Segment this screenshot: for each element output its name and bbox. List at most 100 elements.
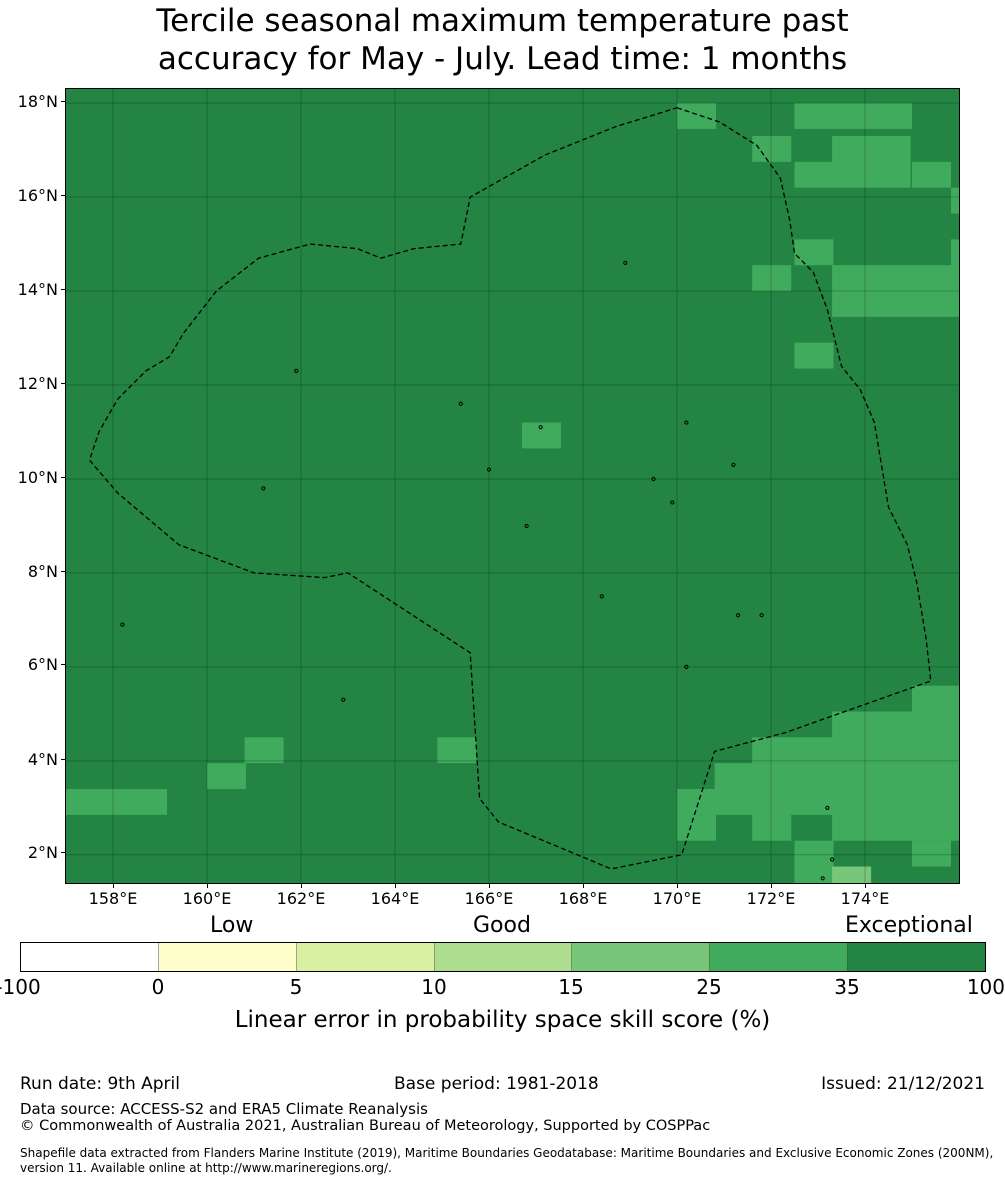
island-outline [341, 697, 346, 702]
colorbar-segment [848, 943, 986, 971]
skill-cell [437, 737, 477, 764]
skill-cell [912, 685, 959, 712]
lat-tick-label: 4°N [27, 750, 58, 769]
lon-tick [583, 883, 584, 888]
lat-tick-label: 16°N [17, 186, 58, 205]
skill-cells-layer [66, 103, 959, 883]
shapefile-credit-line-2: version 11. Available online at http://w… [20, 1161, 392, 1175]
island-outline [830, 857, 835, 862]
skill-map[interactable] [66, 89, 959, 883]
lon-tick [489, 883, 490, 888]
run-date: Run date: 9th April [20, 1074, 180, 1094]
base-period: Base period: 1981-2018 [394, 1074, 599, 1094]
island-outline [294, 368, 299, 373]
skill-cell [794, 866, 834, 883]
lat-tick [61, 759, 66, 760]
island-outline [486, 467, 492, 472]
skill-cell [244, 737, 284, 764]
skill-cell [677, 814, 717, 841]
data-source: Data source: ACCESS-S2 and ERA5 Climate … [20, 1100, 428, 1118]
lon-tick-label: 168°E [558, 889, 608, 908]
island-outline [538, 425, 543, 430]
skill-cell [752, 737, 959, 764]
island-outline [684, 420, 689, 425]
lat-tick [61, 664, 66, 665]
islands-layer [120, 260, 835, 881]
colorbar [20, 942, 986, 972]
island-outline [759, 613, 764, 618]
category-exceptional: Exceptional [845, 913, 973, 938]
skill-cell [951, 187, 959, 214]
skill-cell [752, 265, 792, 292]
island-outline [820, 876, 825, 881]
lon-tick [301, 883, 302, 888]
chart-title: Tercile seasonal maximum temperature pas… [0, 2, 1005, 78]
lon-tick [677, 883, 678, 888]
lon-tick-label: 164°E [370, 889, 420, 908]
skill-cell [794, 840, 834, 867]
colorbar-tick-label: 25 [696, 975, 722, 999]
skill-cell [794, 161, 834, 188]
skill-cell [794, 239, 834, 266]
lon-tick [113, 883, 114, 888]
island-outline [825, 805, 830, 810]
lat-tick [61, 195, 66, 196]
lon-tick-label: 158°E [88, 889, 138, 908]
lon-tick-label: 174°E [840, 889, 890, 908]
skill-cell [714, 763, 959, 790]
island-outline [651, 476, 656, 482]
island-outline [736, 613, 741, 618]
skill-cell [794, 342, 834, 369]
lat-tick [61, 571, 66, 572]
lat-tick-label: 6°N [27, 655, 58, 674]
lat-tick-label: 18°N [17, 92, 58, 111]
shapefile-credit-line-1: Shapefile data extracted from Flanders M… [20, 1146, 994, 1160]
skill-cell [832, 814, 959, 841]
copyright-notice: © Commonwealth of Australia 2021, Austra… [20, 1118, 711, 1134]
colorbar-segment [296, 943, 435, 971]
island-outline [670, 500, 675, 505]
lat-tick-label: 8°N [27, 562, 58, 581]
colorbar-segment [572, 943, 711, 971]
graticule-layer [66, 89, 959, 883]
colorbar-tick-label: 15 [558, 975, 584, 999]
skill-cell [912, 840, 952, 867]
lon-tick-label: 160°E [182, 889, 232, 908]
skill-cell [912, 161, 952, 188]
lat-tick-label: 14°N [17, 280, 58, 299]
lon-tick [771, 883, 772, 888]
lon-tick [865, 883, 866, 888]
skill-cell [951, 239, 959, 266]
lat-tick [61, 383, 66, 384]
lon-tick-label: 166°E [464, 889, 514, 908]
skill-cell [832, 265, 959, 292]
category-good: Good [473, 913, 531, 938]
island-outline [623, 260, 628, 265]
category-low: Low [210, 913, 254, 938]
lat-tick-label: 10°N [17, 468, 58, 487]
colorbar-segment [710, 943, 849, 971]
skill-cell [832, 711, 959, 738]
island-outline [599, 594, 604, 599]
lat-tick-label: 12°N [17, 374, 58, 393]
colorbar-tick-label: 5 [289, 975, 303, 999]
skill-cell [832, 135, 911, 188]
title-line-2: accuracy for May - July. Lead time: 1 mo… [157, 41, 848, 77]
skill-cell [677, 789, 959, 815]
skill-cell [832, 866, 872, 883]
colorbar-segment [158, 943, 297, 971]
lat-tick [61, 852, 66, 853]
skill-cell [677, 103, 717, 129]
island-outline [120, 622, 125, 627]
map-canvas [66, 89, 959, 883]
lon-tick [207, 883, 208, 888]
colorbar-tick-label: -100 [0, 975, 41, 999]
lat-tick [61, 477, 66, 478]
skill-cell [832, 291, 959, 317]
island-outline [684, 664, 689, 669]
lon-tick-label: 162°E [276, 889, 326, 908]
lat-tick [61, 101, 66, 102]
skill-cell [752, 135, 792, 162]
skill-cell [752, 814, 792, 841]
colorbar-label: Linear error in probability space skill … [234, 1007, 771, 1033]
